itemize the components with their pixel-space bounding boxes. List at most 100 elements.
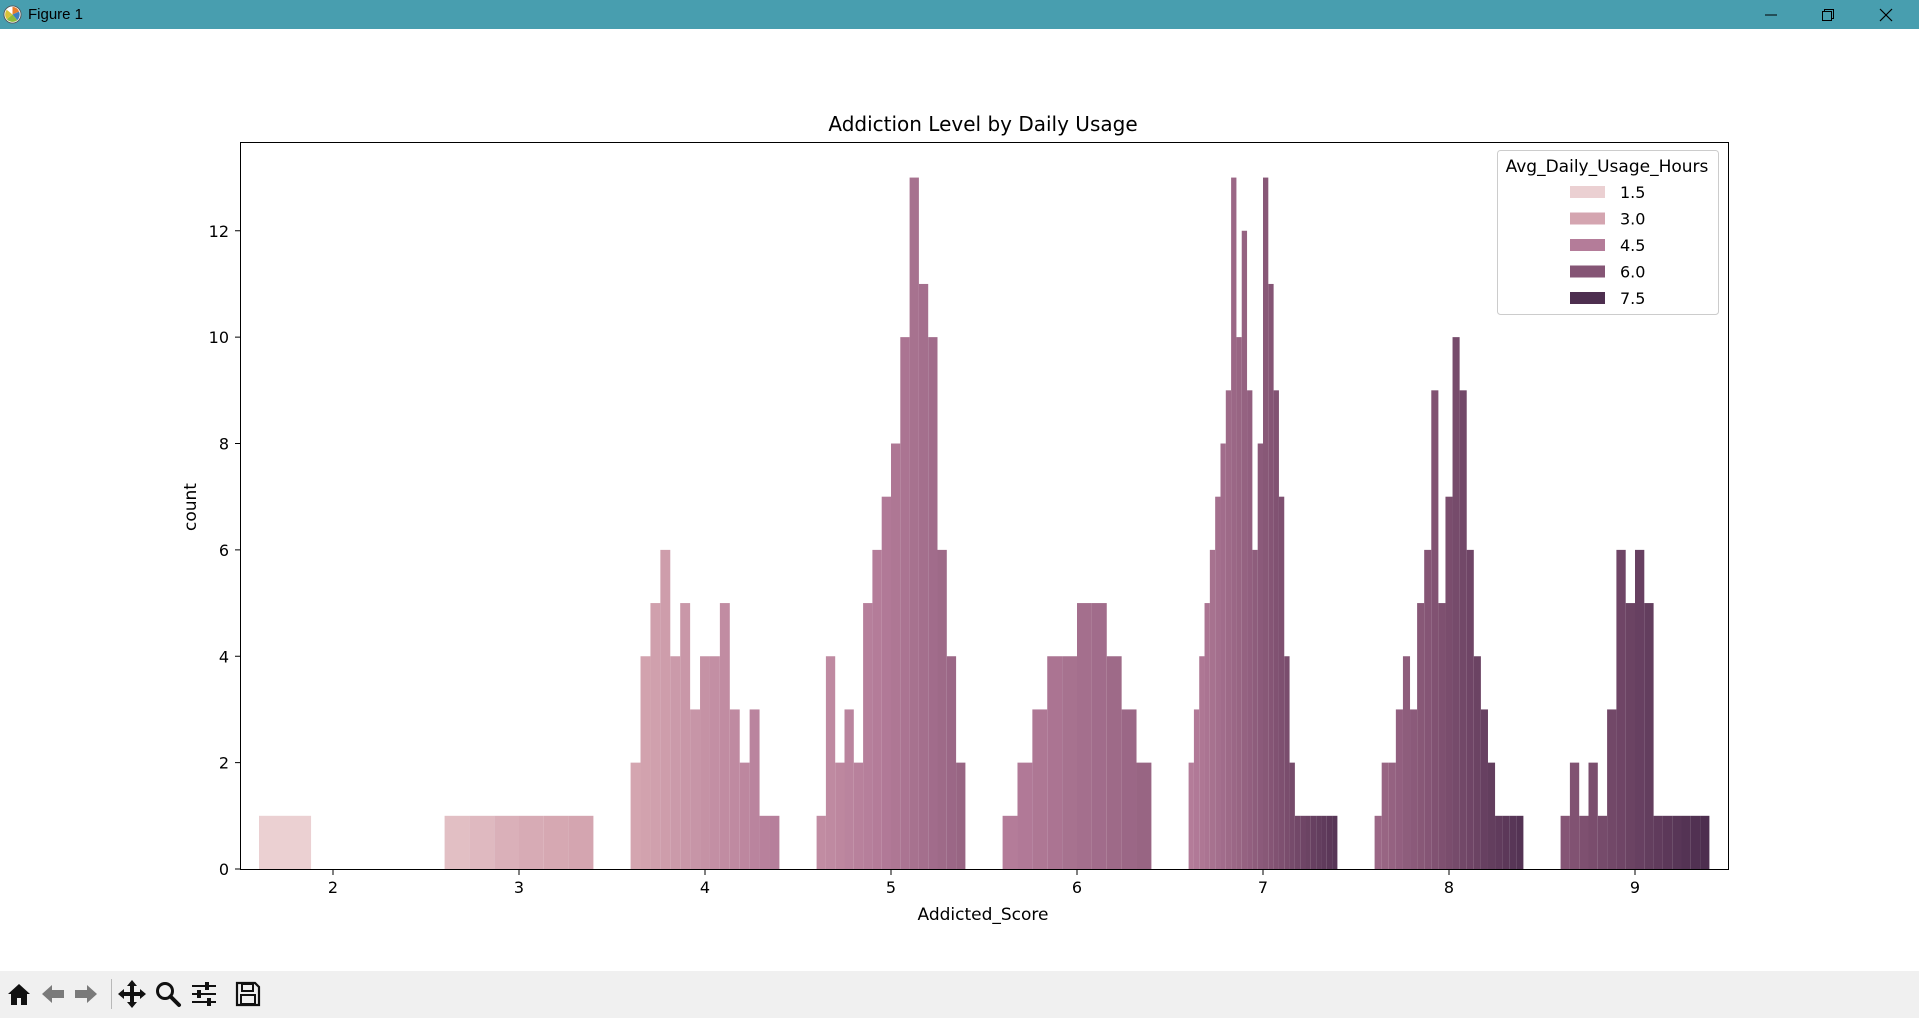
- bar-7-8: [1231, 177, 1237, 869]
- bar-8-14: [1473, 656, 1481, 869]
- bar-4-8: [709, 656, 720, 869]
- zoom-button[interactable]: [153, 979, 183, 1009]
- bar-9-1: [1569, 762, 1580, 869]
- bar-9-7: [1625, 603, 1635, 869]
- bar-9-13: [1681, 815, 1691, 869]
- x-tick-label: 9: [1630, 878, 1640, 897]
- figure-canvas[interactable]: 2 3 4 5 6 7 8 9 0 2 4 6 8 10 12 Addiction Level by Da…: [0, 29, 1919, 971]
- bar-7-2: [1199, 656, 1205, 869]
- bar-4-9: [719, 603, 730, 869]
- forward-button[interactable]: [71, 979, 101, 1009]
- bar-8-15: [1480, 709, 1488, 869]
- configure-subplots-button[interactable]: [189, 979, 219, 1009]
- zoom-icon: [156, 982, 181, 1007]
- bar-7-13: [1257, 443, 1263, 869]
- bar-8-9: [1438, 603, 1446, 869]
- legend-swatch-1: [1570, 212, 1605, 225]
- minimize-button[interactable]: [1743, 0, 1799, 29]
- legend-frame: [1497, 150, 1719, 315]
- bar-5-3: [844, 709, 854, 869]
- legend-label-4: 7.5: [1620, 289, 1645, 308]
- x-axis: 2 3 4 5 6 7 8 9: [328, 869, 1640, 897]
- close-button[interactable]: [1858, 0, 1914, 29]
- y-tick-label: 6: [219, 541, 229, 560]
- bar-9-12: [1672, 815, 1682, 869]
- window-title: Figure 1: [28, 6, 84, 23]
- bar-3-4: [543, 815, 569, 869]
- x-tick-label: 2: [328, 878, 338, 897]
- window-titlebar[interactable]: Figure 1: [0, 0, 1919, 29]
- bar-8-12: [1459, 390, 1467, 869]
- bar-7-22: [1305, 815, 1311, 869]
- bar-7-4: [1209, 549, 1216, 869]
- bar-9-11: [1662, 815, 1673, 869]
- bar-5-14: [946, 656, 957, 869]
- bar-7-21: [1300, 815, 1306, 869]
- bar-9-0: [1560, 815, 1570, 869]
- bar-5-9: [900, 337, 910, 869]
- legend-swatch-2: [1570, 239, 1605, 251]
- legend-label-2: 4.5: [1620, 236, 1645, 255]
- bar-4-7: [700, 656, 710, 869]
- restore-icon: [1822, 8, 1834, 21]
- bar-8-5: [1410, 709, 1418, 869]
- chart: 2 3 4 5 6 7 8 9 0 2 4 6 8 10 12 Addiction Level by Da…: [181, 112, 1729, 925]
- bar-7-20: [1294, 815, 1301, 869]
- bar-7-14: [1263, 177, 1269, 869]
- save-button[interactable]: [233, 979, 263, 1009]
- bar-7-9: [1236, 337, 1242, 869]
- x-tick-label: 8: [1444, 878, 1454, 897]
- bar-3-5: [568, 815, 594, 869]
- bar-5-2: [835, 762, 845, 869]
- y-tick-label: 0: [219, 860, 229, 879]
- bar-6-3: [1047, 656, 1063, 869]
- bar-5-10: [909, 177, 919, 869]
- chart-title: Addiction Level by Daily Usage: [828, 112, 1137, 136]
- bar-9-8: [1635, 549, 1645, 869]
- bar-9-14: [1690, 815, 1701, 869]
- bar-7-16: [1273, 390, 1279, 869]
- bar-5-4: [853, 762, 864, 869]
- forward-arrow-icon: [75, 985, 97, 1003]
- bar-7-10: [1241, 230, 1248, 869]
- bar-6-1: [1017, 762, 1033, 869]
- bar-7-19: [1289, 762, 1295, 869]
- bar-7-12: [1252, 549, 1258, 869]
- bar-7-1: [1193, 709, 1200, 869]
- bar-4-11: [739, 762, 750, 869]
- back-button[interactable]: [38, 979, 68, 1009]
- home-icon: [8, 984, 30, 1005]
- bar-6-6: [1091, 603, 1107, 869]
- bar-7-27: [1332, 815, 1338, 869]
- bar-6-0: [1002, 815, 1018, 869]
- pan-button[interactable]: [117, 979, 147, 1009]
- bar-9-9: [1644, 603, 1654, 869]
- bar-5-12: [928, 337, 938, 869]
- bar-9-2: [1579, 815, 1589, 869]
- bar-7-25: [1321, 815, 1327, 869]
- y-tick-label: 12: [209, 222, 229, 241]
- x-tick-label: 5: [886, 878, 896, 897]
- bar-9-10: [1653, 815, 1663, 869]
- bar-4-14: [769, 815, 780, 869]
- bar-8-11: [1452, 337, 1460, 869]
- toolbar-separator: [111, 979, 112, 1009]
- bar-8-18: [1502, 815, 1510, 869]
- bar-3-3: [519, 815, 544, 869]
- bar-7-6: [1220, 443, 1226, 869]
- bar-8-7: [1424, 549, 1432, 869]
- bar-8-16: [1487, 762, 1496, 869]
- y-tick-label: 2: [219, 754, 229, 773]
- x-tick-label: 7: [1258, 878, 1268, 897]
- y-tick-label: 4: [219, 647, 229, 666]
- restore-button[interactable]: [1800, 0, 1856, 29]
- bar-9-15: [1700, 815, 1710, 869]
- home-button[interactable]: [4, 979, 34, 1009]
- back-arrow-icon: [42, 985, 64, 1003]
- legend-label-3: 6.0: [1620, 263, 1645, 282]
- bar-8-19: [1509, 815, 1517, 869]
- bar-6-9: [1136, 762, 1152, 869]
- bar-8-2: [1388, 762, 1396, 869]
- configure-icon: [192, 982, 216, 1006]
- bar-4-12: [749, 709, 760, 869]
